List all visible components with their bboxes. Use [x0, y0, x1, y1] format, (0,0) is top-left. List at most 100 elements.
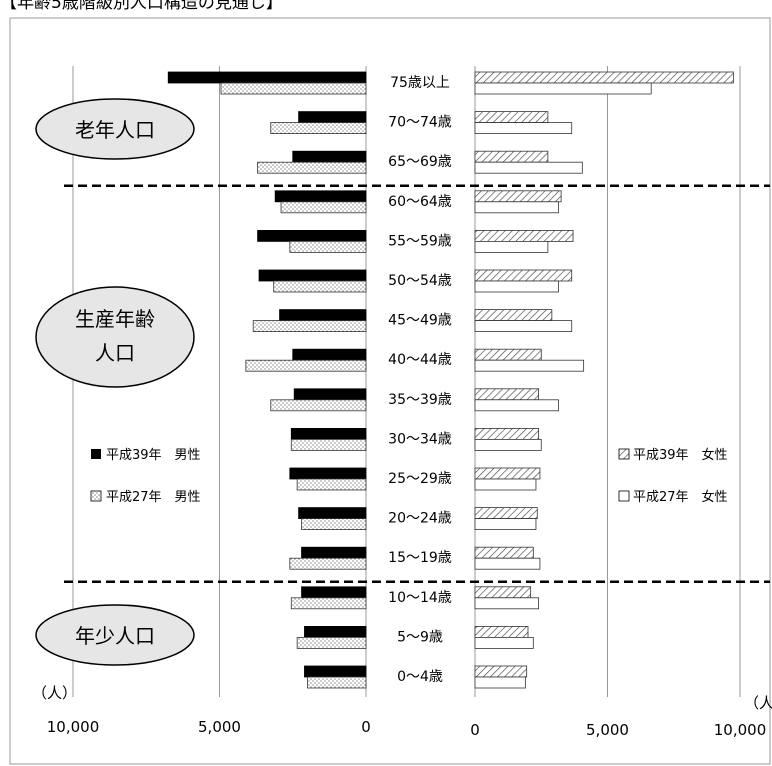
bar-female-h27 — [474, 637, 534, 649]
group-dividers — [64, 184, 770, 584]
category-label: 25〜29歳 — [388, 471, 452, 487]
category-label: 5〜9歳 — [397, 629, 443, 645]
bar-male-h27 — [290, 597, 367, 610]
bar-male-h39 — [301, 546, 367, 559]
category-label: 70〜74歳 — [388, 115, 452, 131]
legend-swatch-female-h27 — [618, 490, 630, 502]
bars — [167, 71, 734, 689]
bar-male-h27 — [245, 359, 367, 372]
category-label: 30〜34歳 — [388, 431, 452, 447]
bar-female-h39 — [474, 665, 528, 678]
bar-male-h39 — [289, 467, 367, 480]
bar-male-h27 — [289, 240, 367, 253]
category-label: 50〜54歳 — [388, 273, 452, 289]
bar-female-h39 — [474, 546, 534, 559]
bar-male-h27 — [257, 161, 367, 174]
bar-female-h39 — [474, 111, 549, 123]
legend-swatch-male-h39 — [91, 449, 101, 459]
category-label: 40〜44歳 — [388, 352, 452, 368]
legend-right: 平成39年 女性 平成27年 女性 — [618, 447, 728, 505]
bar-male-h27 — [306, 676, 367, 689]
legend-label-female-h27: 平成27年 女性 — [633, 489, 728, 505]
bar-male-h39 — [301, 586, 367, 599]
group-label-elderly-text: 老年人口 — [75, 118, 155, 142]
legend-label-male-h39: 平成39年 男性 — [106, 448, 201, 463]
bar-female-h39 — [474, 71, 734, 84]
bar-male-h27 — [280, 201, 367, 214]
bar-male-h27 — [273, 280, 367, 293]
left-tick-label: 5,000 — [198, 718, 241, 736]
category-label: 55〜59歳 — [388, 233, 452, 249]
bar-male-h39 — [304, 665, 367, 678]
bar-female-h27 — [474, 122, 573, 134]
category-labels: 75歳以上 70〜74歳 65〜69歳 60〜64歳 55〜59歳 50〜54歳 45〜49… — [388, 75, 452, 685]
bar-male-h27 — [290, 438, 367, 451]
bar-female-h27 — [474, 82, 652, 95]
group-label-working-line2: 人口 — [95, 341, 135, 365]
bar-female-h39 — [474, 467, 541, 480]
bar-female-h39 — [474, 388, 539, 401]
legend-swatch-female-h39 — [618, 448, 630, 460]
bar-male-h39 — [274, 190, 367, 203]
legend-label-male-h27: 平成27年 男性 — [106, 490, 201, 505]
bar-male-h27 — [252, 320, 367, 333]
bar-male-h39 — [304, 626, 367, 638]
left-tick-label: 10,000 — [47, 718, 100, 736]
bar-female-h27 — [474, 597, 539, 610]
bar-male-h27 — [301, 518, 367, 530]
group-label-working: 生産年齢 人口 — [35, 286, 195, 388]
bar-male-h39 — [290, 427, 367, 440]
category-label: 20〜24歳 — [388, 511, 452, 527]
bar-female-h39 — [474, 190, 562, 203]
left-unit-label: （人） — [32, 684, 77, 702]
bar-male-h39 — [298, 111, 367, 123]
group-label-youth: 年少人口 — [35, 604, 195, 666]
bar-female-h27 — [474, 676, 526, 689]
bar-male-h39 — [292, 150, 367, 163]
bar-female-h39 — [474, 427, 539, 440]
bar-female-h27 — [474, 161, 583, 174]
bar-male-h39 — [298, 507, 367, 520]
category-label: 65〜69歳 — [388, 154, 452, 170]
bar-female-h27 — [474, 359, 585, 372]
group-label-elderly: 老年人口 — [35, 98, 195, 160]
bar-female-h39 — [474, 348, 542, 361]
category-label: 35〜39歳 — [388, 392, 452, 408]
right-unit-label: （人） — [744, 694, 772, 712]
bar-female-h27 — [474, 399, 559, 412]
bar-female-h39 — [474, 586, 532, 599]
category-label: 0〜4歳 — [397, 669, 443, 685]
bar-female-h39 — [474, 269, 573, 282]
bar-male-h39 — [257, 229, 367, 242]
bar-female-h27 — [474, 201, 559, 214]
left-tick-label: 0 — [361, 718, 371, 736]
category-label: 75歳以上 — [390, 75, 450, 91]
group-label-youth-text: 年少人口 — [75, 624, 155, 648]
bar-male-h39 — [258, 269, 367, 282]
right-tick-label: 0 — [470, 721, 480, 739]
bar-male-h27 — [289, 557, 367, 570]
legend-swatch-male-h27 — [90, 490, 102, 502]
bar-female-h27 — [474, 438, 542, 451]
bar-female-h39 — [474, 150, 549, 163]
legend-label-female-h39: 平成39年 女性 — [633, 447, 728, 463]
bar-female-h27 — [474, 320, 573, 333]
bar-female-h39 — [474, 626, 529, 638]
legend-left: 平成39年 男性 平成27年 男性 — [90, 448, 201, 505]
chart-header-cut: 【年齢5歳階級別人口構造の見通し】 — [0, 0, 283, 13]
bar-female-h27 — [474, 478, 537, 491]
bar-female-h27 — [474, 557, 541, 570]
bar-female-h27 — [474, 280, 559, 293]
bar-male-h39 — [293, 388, 367, 401]
tick-labels: 10,000 5,000 0 0 5,000 10,000 — [47, 718, 767, 739]
group-label-working-line1: 生産年齢 — [75, 307, 155, 331]
bar-male-h27 — [296, 478, 367, 491]
category-label: 10〜14歳 — [388, 590, 452, 606]
bar-female-h39 — [474, 229, 574, 242]
bar-female-h27 — [474, 518, 537, 530]
bar-male-h27 — [270, 399, 367, 412]
bar-male-h27 — [220, 82, 367, 95]
bar-male-h39 — [292, 348, 367, 361]
bar-male-h27 — [270, 122, 367, 134]
